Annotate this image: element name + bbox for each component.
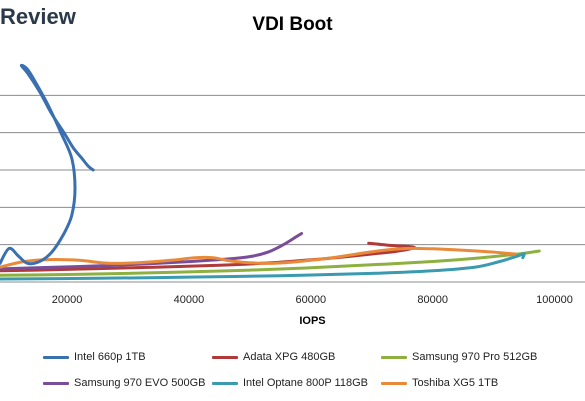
legend-swatch [381, 355, 407, 359]
legend-item: Intel 660p 1TB [43, 350, 146, 364]
x-tick-label: 100000 [536, 294, 573, 306]
brand-logo-text: Review [0, 4, 76, 29]
chart-title: VDI Boot [252, 14, 333, 35]
legend-item: Intel Optane 800P 118GB [212, 376, 368, 390]
legend-label: Samsung 970 Pro 512GB [412, 351, 538, 363]
series-line-2 [0, 249, 541, 277]
legend-swatch [212, 381, 238, 385]
legend-swatch [43, 381, 69, 385]
legend-swatch [381, 381, 407, 385]
legend-item: Toshiba XG5 1TB [381, 376, 498, 390]
x-tick-label: 60000 [295, 294, 326, 306]
legend-label: Adata XPG 480GB [243, 351, 336, 363]
series-line-3 [0, 232, 304, 271]
legend-label: Intel 660p 1TB [74, 351, 146, 363]
legend-label: Intel Optane 800P 118GB [243, 377, 368, 389]
series-line-0 [0, 63, 95, 266]
legend-item: Samsung 970 Pro 512GB [381, 350, 537, 364]
x-axis-label: IOPS [299, 315, 326, 327]
series-line-5 [0, 246, 517, 269]
legend-swatch [43, 355, 69, 359]
legend-swatch [212, 355, 238, 359]
legend-item: Samsung 970 EVO 500GB [43, 376, 205, 390]
legend-item: Adata XPG 480GB [212, 350, 335, 364]
x-tick-label: 20000 [52, 294, 83, 306]
x-tick-label: 40000 [174, 294, 205, 306]
x-tick-label: 80000 [417, 294, 448, 306]
legend-label: Samsung 970 EVO 500GB [74, 377, 206, 389]
legend-label: Toshiba XG5 1TB [412, 377, 499, 389]
series-line-4 [0, 252, 526, 281]
